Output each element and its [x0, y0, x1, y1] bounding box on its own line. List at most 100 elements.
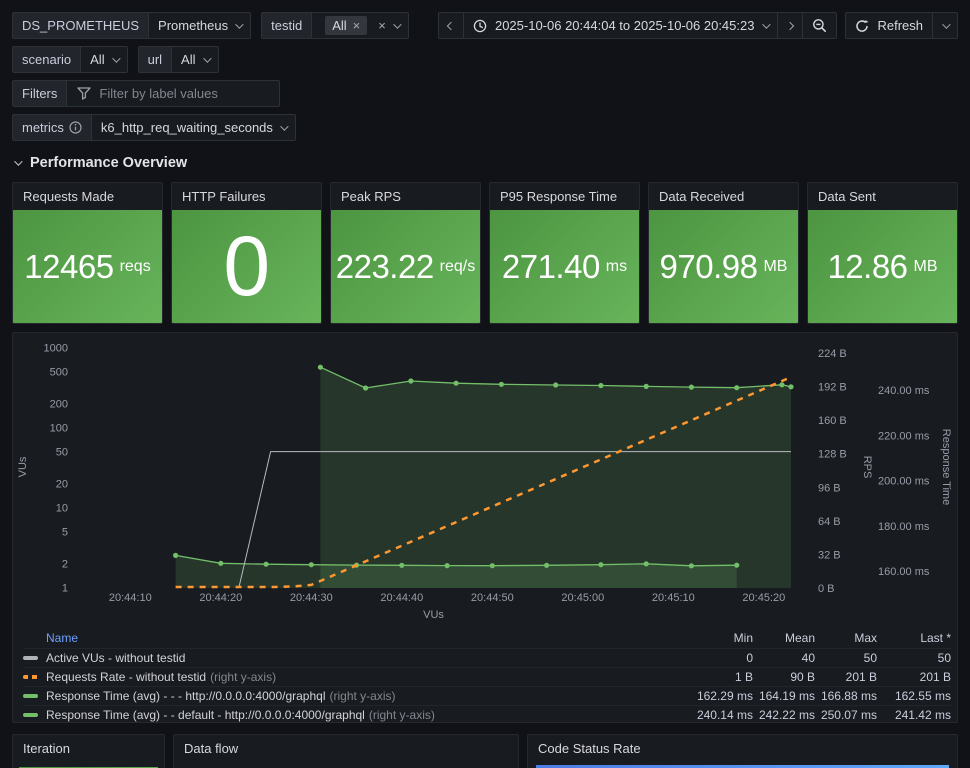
- refresh-label: Refresh: [877, 18, 923, 33]
- legend-row-requests-rate: Requests Rate - without testid (right y-…: [23, 667, 951, 686]
- stat-value: 970.98: [659, 247, 758, 285]
- time-controls: 2025-10-06 20:44:04 to 2025-10-06 20:45:…: [437, 12, 958, 39]
- series-last: 241.42 ms: [894, 708, 951, 722]
- chip-close-icon[interactable]: ×: [352, 18, 361, 33]
- metrics-label: metrics: [13, 115, 92, 140]
- panel-title[interactable]: Requests Made: [23, 189, 115, 204]
- stat-value-area: 12.86 MB: [808, 210, 957, 323]
- stat-value: 271.40: [501, 247, 600, 285]
- info-icon[interactable]: [69, 121, 82, 134]
- chevron-down-icon: [235, 19, 244, 29]
- series-name[interactable]: Response Time (avg) - - default - http:/…: [46, 708, 365, 722]
- svg-text:1: 1: [62, 583, 68, 595]
- datasource-value-dropdown[interactable]: Prometheus: [149, 13, 250, 38]
- svg-text:20:44:10: 20:44:10: [109, 592, 152, 604]
- panel-title[interactable]: Data flow: [184, 741, 239, 756]
- series-name[interactable]: Requests Rate - without testid: [46, 670, 207, 684]
- panel-title[interactable]: Iteration: [23, 741, 70, 756]
- series-last: 50: [937, 651, 951, 665]
- datasource-value: Prometheus: [158, 18, 229, 33]
- stat-panel-p95-response-time: P95 Response Time 271.40 ms: [489, 182, 640, 324]
- svg-text:VUs: VUs: [17, 456, 29, 477]
- scenario-value-dropdown[interactable]: All: [81, 47, 126, 72]
- legend-col-min[interactable]: Min: [733, 630, 753, 645]
- testid-filter: testid All × ×: [261, 12, 409, 39]
- svg-text:96 B: 96 B: [818, 482, 841, 494]
- time-range-picker[interactable]: 2025-10-06 20:44:04 to 2025-10-06 20:45:…: [462, 12, 779, 39]
- legend-col-mean[interactable]: Mean: [784, 630, 815, 645]
- url-label: url: [138, 47, 173, 72]
- testid-chip[interactable]: All ×: [325, 16, 368, 35]
- timeseries-plot[interactable]: 1000 500 200 100 50 20 10 5 2 1 224 B 192 B 160 B 128…: [13, 333, 957, 625]
- url-value-dropdown[interactable]: All: [172, 47, 217, 72]
- svg-text:5: 5: [62, 527, 68, 539]
- section-performance-overview[interactable]: Performance Overview: [14, 155, 958, 171]
- stat-value: 12.86: [827, 247, 908, 285]
- svg-text:20:44:30: 20:44:30: [290, 592, 333, 604]
- svg-text:224 B: 224 B: [818, 348, 847, 360]
- series-swatch: [23, 713, 38, 717]
- time-range-text: 2025-10-06 20:44:04 to 2025-10-06 20:45:…: [494, 18, 755, 33]
- svg-text:200: 200: [50, 398, 68, 410]
- stat-value-area: 223.22 req/s: [331, 210, 480, 323]
- svg-text:1000: 1000: [44, 343, 68, 355]
- panel-title[interactable]: Data Sent: [818, 189, 876, 204]
- zoom-out-button[interactable]: [802, 12, 838, 39]
- clear-icon[interactable]: ×: [378, 18, 386, 33]
- chevron-left-icon: [446, 21, 456, 30]
- filters-input[interactable]: Filter by label values: [67, 81, 279, 106]
- series-swatch: [23, 675, 38, 679]
- series-name[interactable]: Active VUs - without testid: [46, 651, 186, 665]
- datasource-label: DS_PROMETHEUS: [13, 13, 150, 38]
- metrics-value: k6_http_req_waiting_seconds: [100, 120, 273, 135]
- svg-text:160.00 ms: 160.00 ms: [878, 566, 930, 578]
- zoom-out-icon: [813, 19, 827, 32]
- panel-title[interactable]: Code Status Rate: [538, 741, 641, 756]
- panel-title[interactable]: Peak RPS: [341, 189, 401, 204]
- time-shift-forward-button[interactable]: [777, 12, 804, 39]
- testid-chip-value: All: [332, 18, 347, 33]
- adhoc-filters: Filters Filter by label values: [12, 80, 281, 107]
- series-name[interactable]: Response Time (avg) - - - http://0.0.0.0…: [46, 689, 326, 703]
- refresh-icon: [856, 19, 869, 32]
- testid-value-dropdown[interactable]: All × ×: [312, 13, 408, 38]
- series-axis-note: (right y-axis): [368, 708, 435, 722]
- toolbar-row-1: DS_PROMETHEUS Prometheus testid All × ×: [12, 12, 958, 39]
- scenario-picker: scenario All: [12, 46, 128, 73]
- legend-row-response-time-default: Response Time (avg) - - default - http:/…: [23, 705, 951, 722]
- legend-col-max[interactable]: Max: [854, 630, 877, 645]
- svg-text:2: 2: [62, 558, 68, 570]
- series-min: 0: [746, 651, 753, 665]
- series-mean: 164.19 ms: [758, 689, 815, 703]
- svg-text:10: 10: [56, 503, 68, 515]
- stat-unit: req/s: [439, 257, 476, 275]
- scenario-label: scenario: [13, 47, 82, 72]
- panel-title[interactable]: Data Received: [659, 189, 745, 204]
- panel-title[interactable]: HTTP Failures: [182, 189, 266, 204]
- svg-text:50: 50: [56, 447, 68, 459]
- legend-row-response-time-url: Response Time (avg) - - - http://0.0.0.0…: [23, 686, 951, 705]
- svg-text:20:45:00: 20:45:00: [561, 592, 604, 604]
- time-shift-back-button[interactable]: [437, 12, 464, 39]
- chevron-down-icon: [393, 19, 402, 29]
- toolbar-row-2: scenario All url All: [12, 46, 958, 73]
- series-min: 240.14 ms: [696, 708, 753, 722]
- metrics-picker: metrics k6_http_req_waiting_seconds: [12, 114, 296, 141]
- stat-panel-peak-rps: Peak RPS 223.22 req/s: [330, 182, 481, 324]
- panel-title[interactable]: P95 Response Time: [500, 189, 618, 204]
- svg-text:100: 100: [50, 423, 68, 435]
- series-last: 201 B: [919, 670, 951, 684]
- scenario-value: All: [90, 52, 105, 67]
- svg-text:RPS: RPS: [861, 456, 873, 479]
- legend-col-last[interactable]: Last *: [920, 630, 951, 645]
- refresh-button[interactable]: Refresh: [845, 12, 933, 39]
- svg-text:64 B: 64 B: [818, 516, 841, 528]
- series-last: 162.55 ms: [894, 689, 951, 703]
- collapse-chevron-icon: [14, 157, 23, 166]
- series-min: 162.29 ms: [696, 689, 753, 703]
- legend-col-name[interactable]: Name: [46, 630, 79, 645]
- series-swatch: [23, 694, 38, 698]
- stat-value: 12465: [24, 247, 114, 285]
- metrics-value-dropdown[interactable]: k6_http_req_waiting_seconds: [92, 115, 295, 140]
- refresh-interval-dropdown[interactable]: [932, 12, 958, 39]
